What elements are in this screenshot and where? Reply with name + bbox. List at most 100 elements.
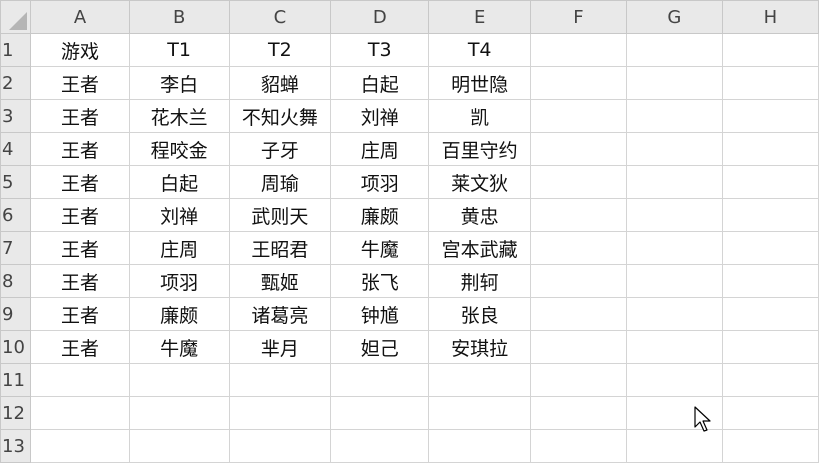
cell-d9[interactable]: 钟馗 <box>330 297 430 331</box>
cell-h12[interactable] <box>721 396 819 430</box>
row-header-9[interactable]: 9 <box>0 297 32 331</box>
column-header-h[interactable]: H <box>721 0 819 34</box>
cell-b11[interactable] <box>128 363 230 397</box>
cell-c13[interactable] <box>228 429 332 463</box>
row-header-13[interactable]: 13 <box>0 429 32 463</box>
select-all-corner[interactable] <box>0 0 32 34</box>
cell-a13[interactable] <box>30 429 130 463</box>
cell-g8[interactable] <box>625 264 723 298</box>
cell-d2[interactable]: 白起 <box>330 66 430 100</box>
cell-a9[interactable]: 王者 <box>30 297 130 331</box>
row-header-2[interactable]: 2 <box>0 66 32 100</box>
cell-c7[interactable]: 王昭君 <box>228 231 332 265</box>
cell-g12[interactable] <box>625 396 723 430</box>
row-header-7[interactable]: 7 <box>0 231 32 265</box>
cell-g4[interactable] <box>625 132 723 166</box>
row-header-10[interactable]: 10 <box>0 330 32 364</box>
cell-d5[interactable]: 项羽 <box>330 165 430 199</box>
cell-c5[interactable]: 周瑜 <box>228 165 332 199</box>
cell-b10[interactable]: 牛魔 <box>128 330 230 364</box>
cell-b3[interactable]: 花木兰 <box>128 99 230 133</box>
cell-h13[interactable] <box>721 429 819 463</box>
cell-a7[interactable]: 王者 <box>30 231 130 265</box>
cell-b9[interactable]: 廉颇 <box>128 297 230 331</box>
cell-b6[interactable]: 刘禅 <box>128 198 230 232</box>
cell-d12[interactable] <box>330 396 430 430</box>
cell-f4[interactable] <box>529 132 627 166</box>
cell-h2[interactable] <box>721 66 819 100</box>
cell-h4[interactable] <box>721 132 819 166</box>
cell-b13[interactable] <box>128 429 230 463</box>
cell-c12[interactable] <box>228 396 332 430</box>
cell-c9[interactable]: 诸葛亮 <box>228 297 332 331</box>
row-header-6[interactable]: 6 <box>0 198 32 232</box>
cell-c3[interactable]: 不知火舞 <box>228 99 332 133</box>
cell-a6[interactable]: 王者 <box>30 198 130 232</box>
cell-e12[interactable] <box>428 396 531 430</box>
column-header-f[interactable]: F <box>529 0 627 34</box>
cell-e13[interactable] <box>428 429 531 463</box>
cell-f1[interactable] <box>529 33 627 67</box>
cell-e9[interactable]: 张良 <box>428 297 531 331</box>
cell-d1[interactable]: T3 <box>330 33 430 67</box>
cell-h9[interactable] <box>721 297 819 331</box>
cell-e1[interactable]: T4 <box>428 33 531 67</box>
cell-c8[interactable]: 甄姬 <box>228 264 332 298</box>
row-header-4[interactable]: 4 <box>0 132 32 166</box>
cell-d13[interactable] <box>330 429 430 463</box>
cell-g5[interactable] <box>625 165 723 199</box>
cell-g11[interactable] <box>625 363 723 397</box>
cell-h10[interactable] <box>721 330 819 364</box>
cell-c11[interactable] <box>228 363 332 397</box>
column-header-d[interactable]: D <box>330 0 430 34</box>
cell-b1[interactable]: T1 <box>128 33 230 67</box>
cell-g7[interactable] <box>625 231 723 265</box>
cell-h3[interactable] <box>721 99 819 133</box>
cell-c2[interactable]: 貂蝉 <box>228 66 332 100</box>
cell-c1[interactable]: T2 <box>228 33 332 67</box>
cell-g13[interactable] <box>625 429 723 463</box>
row-header-1[interactable]: 1 <box>0 33 32 67</box>
cell-f8[interactable] <box>529 264 627 298</box>
cell-e6[interactable]: 黄忠 <box>428 198 531 232</box>
row-header-8[interactable]: 8 <box>0 264 32 298</box>
cell-h11[interactable] <box>721 363 819 397</box>
cell-g2[interactable] <box>625 66 723 100</box>
cell-g1[interactable] <box>625 33 723 67</box>
cell-d4[interactable]: 庄周 <box>330 132 430 166</box>
cell-h5[interactable] <box>721 165 819 199</box>
cell-d6[interactable]: 廉颇 <box>330 198 430 232</box>
cell-c10[interactable]: 芈月 <box>228 330 332 364</box>
cell-c4[interactable]: 子牙 <box>228 132 332 166</box>
cell-g10[interactable] <box>625 330 723 364</box>
cell-b12[interactable] <box>128 396 230 430</box>
cell-f3[interactable] <box>529 99 627 133</box>
cell-a3[interactable]: 王者 <box>30 99 130 133</box>
column-header-g[interactable]: G <box>625 0 723 34</box>
cell-e8[interactable]: 荆轲 <box>428 264 531 298</box>
column-header-a[interactable]: A <box>30 0 130 34</box>
cell-d7[interactable]: 牛魔 <box>330 231 430 265</box>
cell-e5[interactable]: 莱文狄 <box>428 165 531 199</box>
cell-f13[interactable] <box>529 429 627 463</box>
cell-g6[interactable] <box>625 198 723 232</box>
column-header-e[interactable]: E <box>428 0 531 34</box>
cell-f6[interactable] <box>529 198 627 232</box>
column-header-c[interactable]: C <box>228 0 332 34</box>
cell-a5[interactable]: 王者 <box>30 165 130 199</box>
cell-g9[interactable] <box>625 297 723 331</box>
cell-e10[interactable]: 安琪拉 <box>428 330 531 364</box>
row-header-3[interactable]: 3 <box>0 99 32 133</box>
cell-e4[interactable]: 百里守约 <box>428 132 531 166</box>
cell-b2[interactable]: 李白 <box>128 66 230 100</box>
cell-f2[interactable] <box>529 66 627 100</box>
cell-e11[interactable] <box>428 363 531 397</box>
cell-a10[interactable]: 王者 <box>30 330 130 364</box>
cell-f12[interactable] <box>529 396 627 430</box>
column-header-b[interactable]: B <box>128 0 230 34</box>
cell-e3[interactable]: 凯 <box>428 99 531 133</box>
cell-a2[interactable]: 王者 <box>30 66 130 100</box>
cell-f9[interactable] <box>529 297 627 331</box>
cell-h7[interactable] <box>721 231 819 265</box>
cell-e2[interactable]: 明世隐 <box>428 66 531 100</box>
